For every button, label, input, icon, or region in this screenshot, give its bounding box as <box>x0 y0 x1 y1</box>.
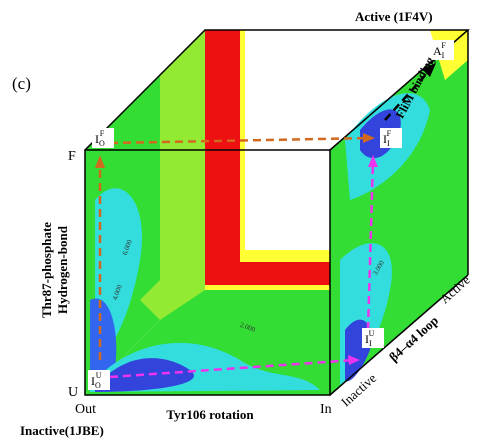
y-bottom: U <box>68 385 78 400</box>
arrowhead <box>348 355 360 365</box>
y-axis-label: Thr87-phosphateHydrogen-bond <box>39 222 70 318</box>
corner-bottom: Inactive(1JBE) <box>20 423 104 438</box>
cube-edges <box>84 29 471 396</box>
label-box <box>362 328 384 348</box>
state: IIF <box>383 129 392 148</box>
state: IOU <box>91 371 102 390</box>
state: IIU <box>365 329 375 348</box>
band <box>205 30 330 285</box>
x-axis-label: Tyr106 rotation <box>166 407 254 422</box>
x-right: In <box>320 402 332 417</box>
label-box <box>430 40 454 60</box>
arrowhead <box>95 155 105 168</box>
band <box>140 30 205 320</box>
arrows <box>98 69 431 379</box>
x-left: Out <box>75 402 96 417</box>
corner-top: Active (1F4V) <box>355 9 433 24</box>
label-box <box>88 370 110 390</box>
arrowhead <box>368 155 378 167</box>
state: AIF <box>433 41 446 60</box>
state-labels: IOF IIF IOU IIU AIF <box>88 40 454 390</box>
panel-label: (c) <box>12 74 31 93</box>
contour <box>90 298 117 385</box>
label-box <box>380 128 402 148</box>
y-top: F <box>68 149 76 164</box>
state: IOF <box>95 129 105 148</box>
arrowhead <box>422 63 436 77</box>
contour <box>95 358 194 392</box>
label-box <box>92 128 114 148</box>
arrowhead <box>363 133 375 143</box>
